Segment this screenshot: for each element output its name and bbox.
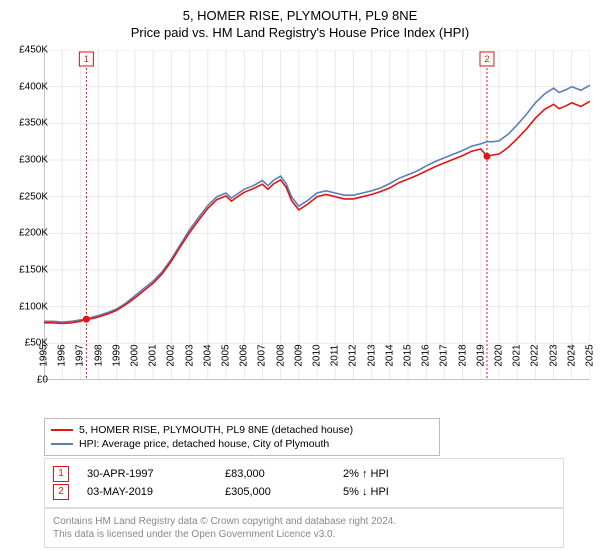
chart-title-block: 5, HOMER RISE, PLYMOUTH, PL9 8NE Price p… [0, 0, 600, 40]
sale-date: 30-APR-1997 [87, 468, 207, 480]
legend-item: 5, HOMER RISE, PLYMOUTH, PL9 8NE (detach… [51, 423, 433, 437]
x-tick-label: 2002 [166, 342, 177, 370]
sale-date: 03-MAY-2019 [87, 486, 207, 498]
x-tick-label: 2022 [530, 342, 541, 370]
legend-item: HPI: Average price, detached house, City… [51, 437, 433, 451]
x-tick-label: 1998 [93, 342, 104, 370]
x-tick-label: 2019 [475, 342, 486, 370]
x-tick-label: 2006 [239, 342, 250, 370]
x-tick-label: 1995 [39, 342, 50, 370]
legend-swatch [51, 429, 73, 431]
legend-label: HPI: Average price, detached house, City… [79, 437, 329, 451]
y-tick-label: £200K [19, 228, 48, 239]
y-tick-label: £100K [19, 301, 48, 312]
x-tick-label: 2018 [457, 342, 468, 370]
x-tick-label: 2024 [566, 342, 577, 370]
sale-delta: 2% ↑ HPI [343, 468, 463, 480]
x-tick-label: 2025 [585, 342, 596, 370]
x-tick-label: 2005 [221, 342, 232, 370]
x-tick-label: 2007 [257, 342, 268, 370]
sale-price: £83,000 [225, 468, 325, 480]
legend-swatch [51, 443, 73, 445]
legend-box: 5, HOMER RISE, PLYMOUTH, PL9 8NE (detach… [44, 418, 440, 456]
sale-marker-icon: 2 [53, 484, 69, 500]
table-row: 1 30-APR-1997 £83,000 2% ↑ HPI [53, 465, 555, 483]
x-tick-label: 2000 [130, 342, 141, 370]
x-tick-label: 2014 [384, 342, 395, 370]
x-tick-label: 2012 [348, 342, 359, 370]
x-tick-label: 2021 [512, 342, 523, 370]
x-tick-label: 2013 [366, 342, 377, 370]
sale-marker-icon: 1 [53, 466, 69, 482]
y-tick-label: £250K [19, 191, 48, 202]
x-tick-label: 2010 [312, 342, 323, 370]
y-tick-label: £150K [19, 265, 48, 276]
legend-label: 5, HOMER RISE, PLYMOUTH, PL9 8NE (detach… [79, 423, 353, 437]
sale-price: £305,000 [225, 486, 325, 498]
x-tick-label: 2004 [202, 342, 213, 370]
x-tick-label: 1996 [57, 342, 68, 370]
x-tick-label: 2001 [148, 342, 159, 370]
y-tick-label: £300K [19, 155, 48, 166]
footer-line: Contains HM Land Registry data © Crown c… [53, 515, 555, 528]
y-tick-label: £0 [37, 375, 48, 386]
table-row: 2 03-MAY-2019 £305,000 5% ↓ HPI [53, 483, 555, 501]
x-tick-label: 2016 [421, 342, 432, 370]
x-tick-label: 1999 [111, 342, 122, 370]
x-tick-label: 2017 [439, 342, 450, 370]
footer-line: This data is licensed under the Open Gov… [53, 528, 555, 541]
x-tick-label: 1997 [75, 342, 86, 370]
x-tick-label: 2008 [275, 342, 286, 370]
sale-delta: 5% ↓ HPI [343, 486, 463, 498]
sales-table: 1 30-APR-1997 £83,000 2% ↑ HPI 2 03-MAY-… [44, 458, 564, 508]
attribution-footer: Contains HM Land Registry data © Crown c… [44, 508, 564, 548]
y-tick-label: £450K [19, 45, 48, 56]
x-tick-label: 2020 [494, 342, 505, 370]
svg-text:1: 1 [84, 54, 89, 64]
chart-svg: 12 [44, 50, 590, 380]
price-chart: 12 [44, 50, 590, 380]
title-subtitle: Price paid vs. HM Land Registry's House … [0, 25, 600, 40]
y-tick-label: £400K [19, 81, 48, 92]
y-tick-label: £350K [19, 118, 48, 129]
x-tick-label: 2015 [403, 342, 414, 370]
svg-text:2: 2 [484, 54, 489, 64]
title-address: 5, HOMER RISE, PLYMOUTH, PL9 8NE [0, 8, 600, 23]
x-tick-label: 2009 [293, 342, 304, 370]
x-tick-label: 2011 [330, 342, 341, 370]
x-tick-label: 2023 [548, 342, 559, 370]
x-tick-label: 2003 [184, 342, 195, 370]
